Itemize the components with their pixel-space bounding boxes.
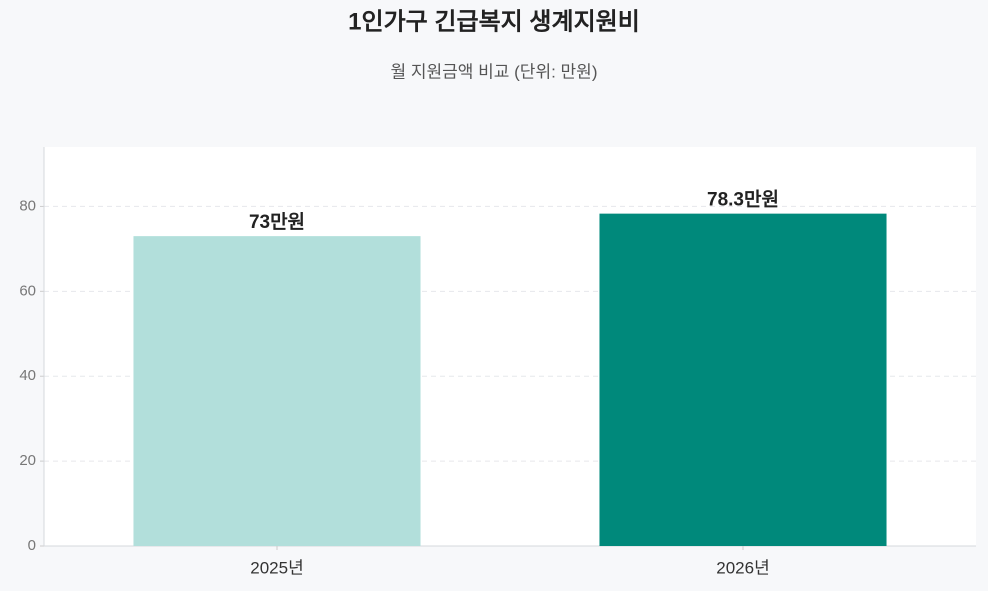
chart-title: 1인가구 긴급복지 생계지원비 bbox=[348, 8, 640, 35]
y-tick-label: 20 bbox=[19, 452, 36, 469]
chart-subtitle: 월 지원금액 비교 (단위: 만원) bbox=[391, 62, 598, 81]
x-tick-label: 2026년 bbox=[716, 558, 769, 577]
y-tick-label: 0 bbox=[28, 537, 36, 554]
y-tick-label: 80 bbox=[19, 197, 36, 214]
x-tick-label: 2025년 bbox=[250, 558, 303, 577]
value-label: 73만원 bbox=[249, 211, 305, 233]
y-tick-label: 40 bbox=[19, 367, 36, 384]
y-tick-label: 60 bbox=[19, 282, 36, 299]
bar bbox=[599, 213, 887, 547]
value-label: 78.3만원 bbox=[707, 189, 779, 211]
bar bbox=[133, 236, 421, 546]
